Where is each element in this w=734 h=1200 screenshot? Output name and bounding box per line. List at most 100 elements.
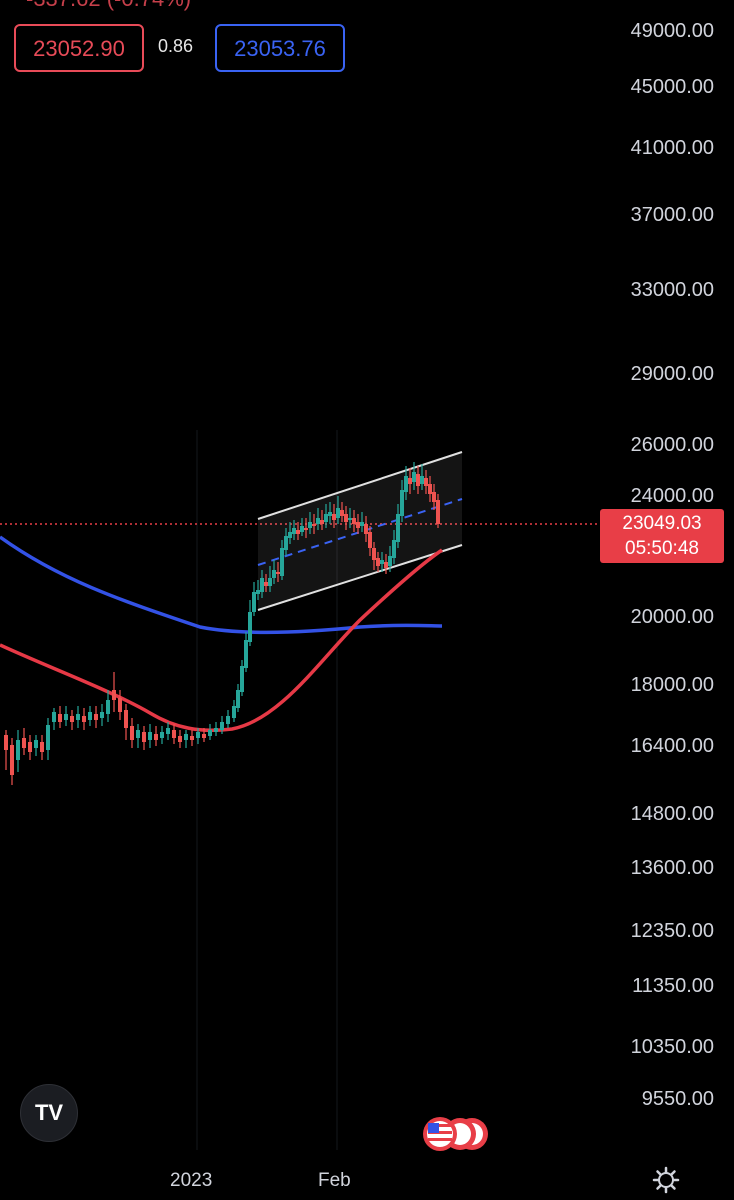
bull-candle (244, 640, 248, 668)
bull-candle (64, 714, 68, 720)
price-axis-label: 45000.00 (631, 76, 714, 99)
price-axis-label: 24000.00 (631, 485, 714, 508)
bear-candle (408, 478, 412, 484)
bull-candle (106, 700, 110, 714)
bull-candle (232, 706, 236, 718)
price-axis-label: 14800.00 (631, 803, 714, 826)
bull-candle (46, 725, 50, 750)
price-axis-label: 41000.00 (631, 137, 714, 160)
bull-candle (166, 728, 170, 734)
bear-candle (428, 484, 432, 494)
bull-candle (316, 518, 320, 524)
bear-candle (94, 714, 98, 720)
price-axis-label: 49000.00 (631, 20, 714, 43)
bear-candle (190, 736, 194, 740)
bull-candle (214, 728, 218, 732)
bear-candle (82, 716, 86, 722)
bull-candle (280, 548, 284, 576)
bear-candle (40, 742, 44, 752)
bear-candle (372, 548, 376, 560)
bear-candle (4, 735, 8, 750)
bull-candle (248, 612, 252, 642)
bear-candle (28, 742, 32, 752)
bear-candle (124, 710, 128, 728)
bull-candle (348, 518, 352, 520)
bear-candle (112, 690, 116, 700)
bull-candle (34, 740, 38, 748)
bull-candle (240, 666, 244, 692)
bull-candle (160, 732, 164, 738)
bear-candle (70, 716, 74, 722)
bull-candle (360, 522, 364, 526)
bull-candle (392, 540, 396, 558)
bear-candle (304, 528, 308, 530)
bull-candle (404, 476, 408, 492)
bull-candle (336, 508, 340, 518)
bear-candle (142, 732, 146, 742)
sell-price-button[interactable]: 23052.90 (14, 24, 144, 72)
us-flag-icon[interactable] (420, 1114, 490, 1154)
price-axis-label: 26000.00 (631, 434, 714, 457)
bear-candle (58, 714, 62, 722)
bull-candle (324, 514, 328, 522)
bull-candle (284, 536, 288, 550)
bull-candle (100, 712, 104, 718)
bull-candle (136, 730, 140, 738)
bull-candle (292, 528, 296, 534)
tradingview-logo[interactable]: TV (20, 1084, 78, 1142)
bull-candle (220, 722, 224, 730)
price-axis-label: 37000.00 (631, 204, 714, 227)
price-axis-label: 29000.00 (631, 363, 714, 386)
price-axis-label: 16400.00 (631, 735, 714, 758)
bear-candle (424, 478, 428, 486)
bear-candle (352, 518, 356, 524)
bull-candle (396, 514, 400, 542)
bull-candle (226, 716, 230, 724)
bull-candle (236, 690, 240, 708)
bear-candle (384, 562, 388, 568)
bull-candle (208, 730, 212, 736)
bull-candle (260, 578, 264, 592)
bear-candle (202, 734, 206, 738)
buy-price-button[interactable]: 23053.76 (215, 24, 345, 72)
bull-candle (88, 712, 92, 720)
bull-candle (256, 590, 260, 594)
price-axis-label: 13600.00 (631, 857, 714, 880)
bull-candle (16, 740, 20, 760)
price-axis-label: 12350.00 (631, 920, 714, 943)
bear-candle (22, 738, 26, 748)
bear-candle (10, 745, 14, 775)
price-axis-label: 33000.00 (631, 279, 714, 302)
bear-candle (332, 514, 336, 520)
bull-candle (328, 512, 332, 516)
time-axis-label-2023: 2023 (170, 1170, 212, 1192)
bear-candle (312, 524, 316, 526)
logo-text: TV (35, 1100, 63, 1126)
bear-candle (432, 492, 436, 502)
price-axis-label: 20000.00 (631, 606, 714, 629)
bear-candle (320, 520, 324, 524)
time-axis-label-feb: Feb (318, 1170, 351, 1192)
bull-candle (148, 732, 152, 740)
bull-candle (380, 560, 384, 564)
price-axis-label: 10350.00 (631, 1036, 714, 1059)
bull-candle (272, 570, 276, 578)
bear-candle (356, 522, 360, 528)
bear-candle (172, 730, 176, 738)
bear-candle (344, 514, 348, 522)
spread-value: 0.86 (158, 36, 193, 57)
channel-fill (258, 452, 462, 610)
bull-candle (52, 712, 56, 722)
bull-candle (308, 522, 312, 528)
bear-candle (118, 698, 122, 712)
bear-candle (436, 500, 440, 524)
price-axis-label: 11350.00 (632, 975, 714, 998)
bear-candle (340, 510, 344, 516)
bull-candle (420, 476, 424, 484)
settings-gear-icon[interactable] (652, 1166, 680, 1194)
bar-countdown: 05:50:48 (600, 536, 724, 561)
bull-candle (184, 734, 188, 740)
bear-candle (276, 572, 280, 574)
